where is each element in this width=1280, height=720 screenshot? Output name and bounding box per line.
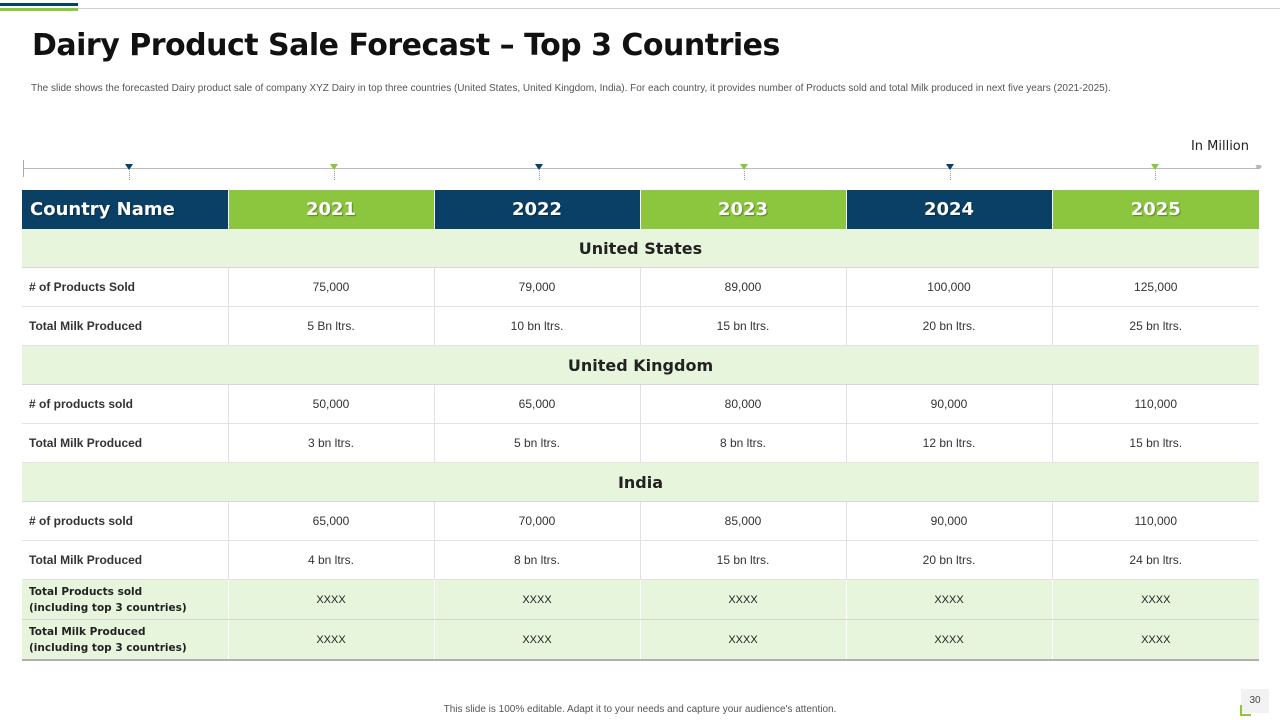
footer-note: This slide is 100% editable. Adapt it to… — [443, 704, 837, 715]
table-cell: XXXX — [434, 579, 641, 620]
table-row: Total Milk Produced 5 Bn ltrs. 10 bn ltr… — [22, 306, 1259, 346]
table-cell: 100,000 — [846, 267, 1053, 307]
row-label: # of Products Sold — [22, 267, 229, 307]
row-label: Total Milk Produced (including top 3 cou… — [22, 619, 229, 661]
section-title: United States — [22, 229, 1259, 268]
table-cell: 65,000 — [228, 501, 435, 541]
table-cell: 15 bn ltrs. — [640, 306, 847, 346]
row-label: Total Milk Produced — [22, 423, 229, 463]
total-row-milk: Total Milk Produced (including top 3 cou… — [22, 619, 1259, 661]
table-cell: 10 bn ltrs. — [434, 306, 641, 346]
table-cell: 20 bn ltrs. — [846, 540, 1053, 580]
table-row: # of products sold 65,000 70,000 85,000 … — [22, 501, 1259, 541]
table-cell: 70,000 — [434, 501, 641, 541]
table-cell: 50,000 — [228, 384, 435, 424]
table-cell: 15 bn ltrs. — [640, 540, 847, 580]
table-cell: XXXX — [846, 619, 1053, 661]
header-year-2022: 2022 — [434, 190, 641, 229]
table-cell: 65,000 — [434, 384, 641, 424]
row-label-line: Total Milk Produced — [29, 625, 146, 638]
header-year-2024: 2024 — [846, 190, 1053, 229]
row-label: # of products sold — [22, 384, 229, 424]
page-number: 30 — [1241, 689, 1269, 713]
row-label-line: (including top 3 countries) — [29, 641, 187, 654]
table-cell: 79,000 — [434, 267, 641, 307]
corner-accent — [1240, 705, 1251, 716]
top-accent-bar-green — [0, 8, 78, 11]
table-cell: 24 bn ltrs. — [1052, 540, 1259, 580]
table-cell: XXXX — [1052, 579, 1259, 620]
table-cell: 5 Bn ltrs. — [228, 306, 435, 346]
table-cell: 12 bn ltrs. — [846, 423, 1053, 463]
forecast-table: Country Name 2021 2022 2023 2024 2025 Un… — [22, 190, 1259, 661]
row-label: Total Milk Produced — [22, 306, 229, 346]
timeline-line — [24, 168, 1260, 169]
table-cell: 89,000 — [640, 267, 847, 307]
table-cell: XXXX — [1052, 619, 1259, 661]
table-cell: 8 bn ltrs. — [434, 540, 641, 580]
top-accent-bar-blue — [0, 3, 78, 6]
table-cell: XXXX — [640, 579, 847, 620]
header-year-2023: 2023 — [640, 190, 847, 229]
table-cell: 90,000 — [846, 384, 1053, 424]
table-cell: XXXX — [846, 579, 1053, 620]
table-row: Total Milk Produced 4 bn ltrs. 8 bn ltrs… — [22, 540, 1259, 580]
table-cell: 5 bn ltrs. — [434, 423, 641, 463]
row-label: Total Milk Produced — [22, 540, 229, 580]
table-row: # of Products Sold 75,000 79,000 89,000 … — [22, 267, 1259, 307]
row-label: # of products sold — [22, 501, 229, 541]
page-subtitle: The slide shows the forecasted Dairy pro… — [31, 83, 1111, 94]
table-cell: XXXX — [640, 619, 847, 661]
header-country-name: Country Name — [22, 190, 229, 229]
header-year-2025: 2025 — [1052, 190, 1259, 229]
section-row-united-states: United States — [22, 229, 1259, 268]
row-label-line: (including top 3 countries) — [29, 601, 187, 614]
table-cell: 85,000 — [640, 501, 847, 541]
table-row: Total Milk Produced 3 bn ltrs. 5 bn ltrs… — [22, 423, 1259, 463]
table-cell: 25 bn ltrs. — [1052, 306, 1259, 346]
row-label-line: Total Products sold — [29, 585, 143, 598]
table-cell: 3 bn ltrs. — [228, 423, 435, 463]
unit-label: In Million — [1190, 139, 1249, 154]
table-header-row: Country Name 2021 2022 2023 2024 2025 — [22, 190, 1259, 229]
total-row-products: Total Products sold (including top 3 cou… — [22, 579, 1259, 620]
top-divider — [0, 8, 1280, 9]
table-cell: 90,000 — [846, 501, 1053, 541]
table-cell: 4 bn ltrs. — [228, 540, 435, 580]
section-row-united-kingdom: United Kingdom — [22, 345, 1259, 385]
page-title: Dairy Product Sale Forecast – Top 3 Coun… — [32, 28, 780, 63]
table-cell: 20 bn ltrs. — [846, 306, 1053, 346]
table-cell: 15 bn ltrs. — [1052, 423, 1259, 463]
table-cell: 80,000 — [640, 384, 847, 424]
row-label: Total Products sold (including top 3 cou… — [22, 579, 229, 620]
timeline-decoration: ››››› — [20, 158, 1262, 182]
timeline-start-tick — [23, 160, 24, 177]
table-cell: XXXX — [228, 579, 435, 620]
table-cell: 110,000 — [1052, 384, 1259, 424]
timeline-end-arrow-icon: ››››› — [1255, 161, 1262, 171]
table-cell: 125,000 — [1052, 267, 1259, 307]
section-title: India — [22, 462, 1259, 502]
table-cell: 75,000 — [228, 267, 435, 307]
table-cell: 8 bn ltrs. — [640, 423, 847, 463]
table-cell: 110,000 — [1052, 501, 1259, 541]
table-cell: XXXX — [228, 619, 435, 661]
header-year-2021: 2021 — [228, 190, 435, 229]
table-row: # of products sold 50,000 65,000 80,000 … — [22, 384, 1259, 424]
section-row-india: India — [22, 462, 1259, 502]
section-title: United Kingdom — [22, 345, 1259, 385]
table-cell: XXXX — [434, 619, 641, 661]
